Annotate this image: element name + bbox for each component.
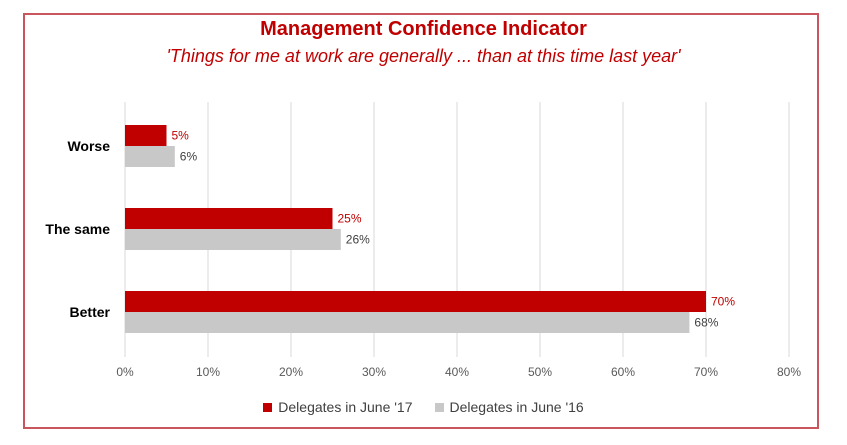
x-tick-label: 50% — [528, 365, 552, 379]
x-tick-label: 0% — [116, 365, 134, 379]
chart-title: Management Confidence Indicator — [260, 18, 587, 40]
bar — [125, 291, 706, 312]
legend-item-june-16: Delegates in June '16 — [434, 399, 584, 415]
x-tick-label: 40% — [445, 365, 469, 379]
legend-item-june-17: Delegates in June '17 — [263, 399, 413, 415]
x-tick-label: 60% — [611, 365, 635, 379]
legend-label-june-17: Delegates in June '17 — [278, 399, 413, 415]
data-label: 25% — [338, 212, 362, 226]
data-label: 26% — [346, 233, 370, 247]
legend-label-june-16: Delegates in June '16 — [449, 399, 584, 415]
category-label: Worse — [67, 138, 110, 154]
x-tick-label: 20% — [279, 365, 303, 379]
chart-subtitle: 'Things for me at work are generally ...… — [166, 46, 681, 66]
x-tick-label: 80% — [777, 365, 801, 379]
data-label: 68% — [694, 316, 718, 330]
x-tick-label: 10% — [196, 365, 220, 379]
bar — [125, 208, 333, 229]
category-label: Better — [70, 304, 111, 320]
bar — [125, 229, 341, 250]
bar — [125, 146, 175, 167]
x-tick-label: 30% — [362, 365, 386, 379]
legend-swatch-june-17 — [263, 402, 273, 412]
legend: Delegates in June '17 Delegates in June … — [0, 399, 847, 415]
data-label: 70% — [711, 295, 735, 309]
legend-swatch-june-16 — [434, 402, 444, 412]
bar — [125, 312, 690, 333]
data-label: 6% — [180, 150, 198, 164]
category-label: The same — [45, 221, 110, 237]
x-tick-label: 70% — [694, 365, 718, 379]
bar — [125, 125, 167, 146]
data-label: 5% — [172, 129, 190, 143]
